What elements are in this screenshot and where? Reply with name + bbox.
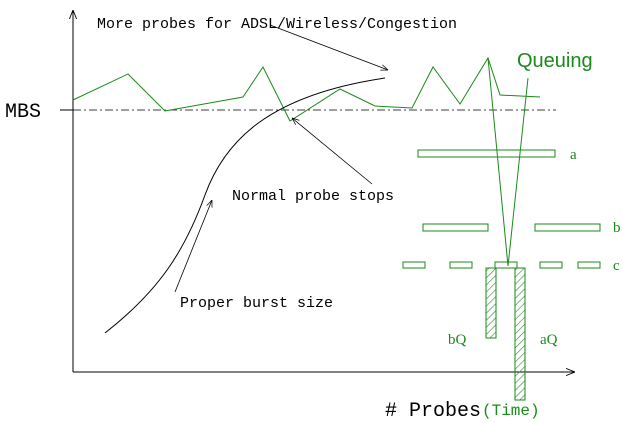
title: More probes for ADSL/Wireless/Congestion (97, 16, 457, 33)
arrows (174, 24, 388, 293)
bq-label: bQ (448, 332, 467, 348)
c-label: c (613, 258, 620, 274)
b-label: b (613, 220, 621, 236)
bars (402, 149, 601, 401)
mbs-label: MBS (5, 101, 41, 124)
axes (60, 10, 575, 372)
queuing-label: Queuing (517, 50, 593, 72)
proper-burst-label: Proper burst size (180, 295, 333, 312)
x-axis-label: # Probes (385, 400, 481, 423)
probe-rate (72, 56, 541, 122)
a-label: a (570, 147, 577, 163)
normal-stop-label: Normal probe stops (232, 188, 394, 205)
queuing-lines (487, 57, 529, 267)
x-axis-unit: (Time) (482, 402, 540, 420)
burst-curve (104, 77, 386, 334)
aq-label: aQ (540, 332, 558, 348)
